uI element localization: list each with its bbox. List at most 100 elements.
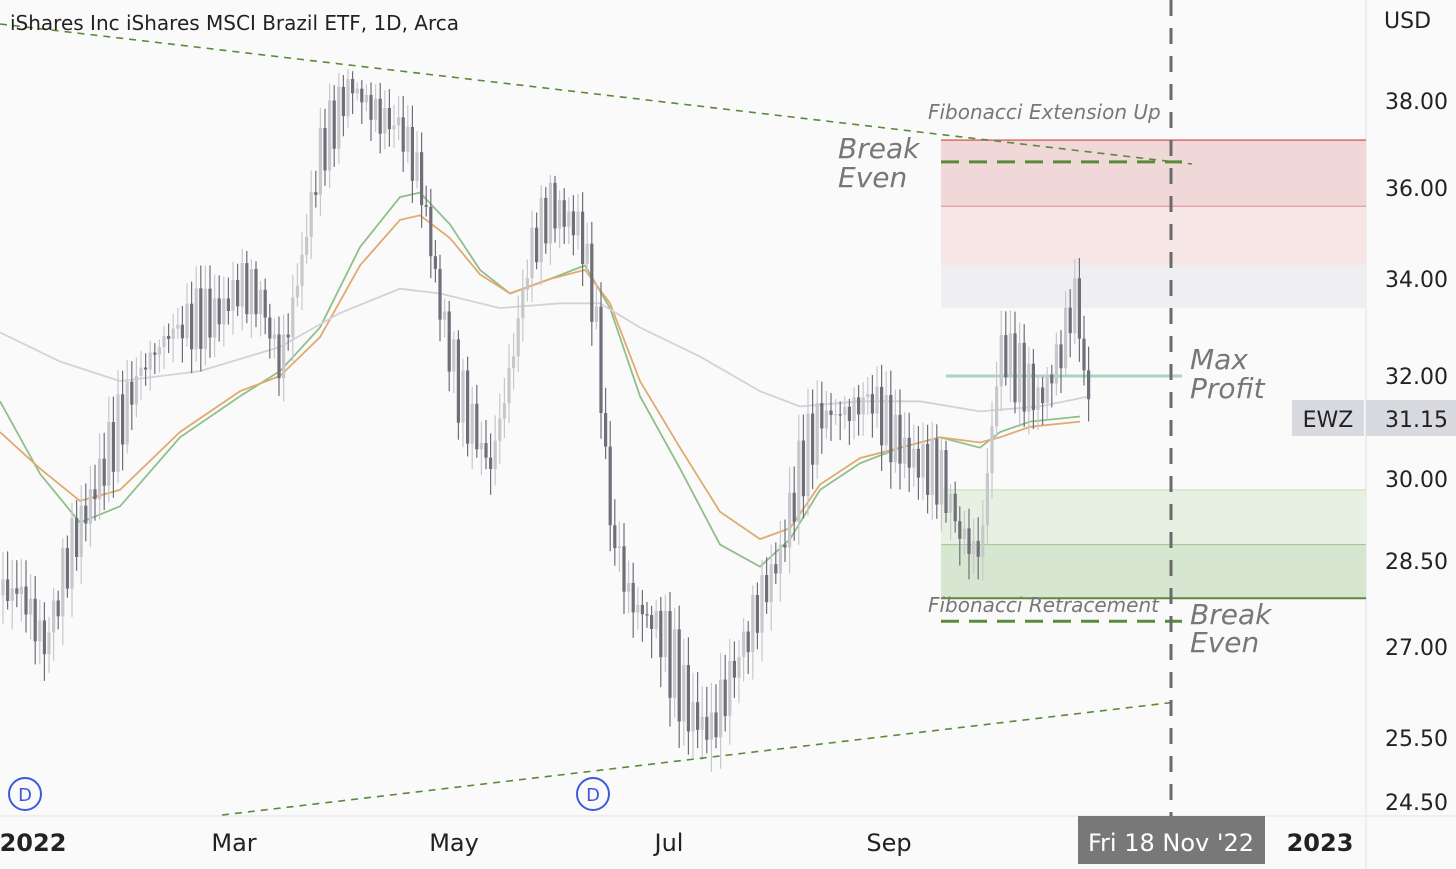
candle-29 [134,357,138,418]
candle-8 [38,599,42,665]
candle-body [691,702,695,732]
candle-body [139,367,143,376]
candle-21 [98,433,102,520]
candle-body [24,586,28,615]
candle-body [640,604,644,615]
candle-11 [52,587,56,661]
dividend-marker-1-label: D [18,785,32,806]
candle-body [636,604,640,613]
candle-166 [765,557,769,614]
candle-body [1077,278,1081,339]
candle-48 [222,276,226,347]
candle-body [760,575,764,633]
candle-159 [732,641,736,698]
candle-body [15,588,19,594]
candle-215 [990,401,994,499]
candle-body [1008,333,1012,378]
price-tick-4: 30.00 [1385,468,1448,493]
candle-103 [475,384,479,458]
candle-body [452,339,456,372]
candle-116 [535,212,539,270]
candle-212 [976,517,980,580]
candle-145 [668,591,672,727]
candle-134 [617,521,621,573]
candle-body [245,263,249,315]
candle-83 [383,90,387,150]
candle-69 [318,107,322,216]
candle-body [1068,307,1072,334]
candle-body [346,79,350,117]
candle-body [47,632,51,655]
candle-67 [309,170,313,260]
candle-91 [420,132,424,228]
candle-body [530,227,534,279]
candle-body [967,528,971,554]
candle-body [663,611,667,658]
candle-97 [447,301,451,392]
trend-line-upper [0,23,1193,165]
candle-61 [282,314,286,402]
candle-71 [328,83,332,189]
candle-body [392,125,396,130]
currency-label: USD [1384,9,1431,34]
candle-229 [1054,332,1058,396]
candle-body [926,443,930,495]
candle-18 [84,483,88,542]
candle-body [700,716,704,730]
candle-192 [884,371,888,455]
candle-100 [461,358,465,448]
candle-body [420,152,424,206]
candle-2 [10,559,14,630]
candle-44 [203,265,207,366]
candle-12 [56,590,60,630]
candle-body [410,127,414,181]
candle-110 [507,344,511,423]
candle-132 [608,421,612,552]
candle-body [990,426,994,474]
candle-body [268,317,272,339]
candle-body [383,108,387,134]
candle-230 [1059,330,1063,393]
trend-lines[interactable] [0,23,1193,816]
candle-body [686,665,690,732]
candle-210 [967,508,971,580]
candle-body [958,521,962,539]
candle-112 [516,295,520,372]
dividend-marker-2[interactable]: D [576,777,610,811]
candle-171 [788,467,792,574]
candle-body [1013,333,1017,403]
candle-79 [364,84,368,112]
candle-body [1045,374,1049,403]
candle-body [613,525,617,549]
candle-body [728,660,732,716]
candle-body [217,298,221,325]
dividend-marker-1[interactable]: D [8,777,42,811]
candle-body [746,631,750,653]
candle-177 [815,380,819,480]
candle-body [153,352,157,355]
candle-body [751,595,755,653]
candle-body [594,306,598,322]
candle-109 [502,377,506,439]
profit-zone-upper [941,489,1366,545]
candle-body [194,288,198,350]
fib-extension-label[interactable]: Fibonacci Extension Up [928,100,1161,124]
candle-body [475,403,479,450]
candle-37 [171,313,175,363]
candle-72 [332,85,336,167]
candle-135 [622,523,626,614]
candle-body [208,288,212,338]
candle-body [438,268,442,320]
crosshair-date-label: Fri 18 Nov '22 [1088,829,1254,857]
candle-45 [208,265,212,358]
candle-168 [774,542,778,584]
candle-10 [47,616,51,673]
profit-zone-lower [941,544,1366,599]
candle-16 [75,500,79,571]
time-tick-0: 2022 [0,829,66,857]
fib-retracement-label[interactable]: Fibonacci Retracement [928,593,1160,617]
candle-101 [466,356,470,457]
candle-94 [433,240,437,283]
candle-142 [654,599,658,639]
